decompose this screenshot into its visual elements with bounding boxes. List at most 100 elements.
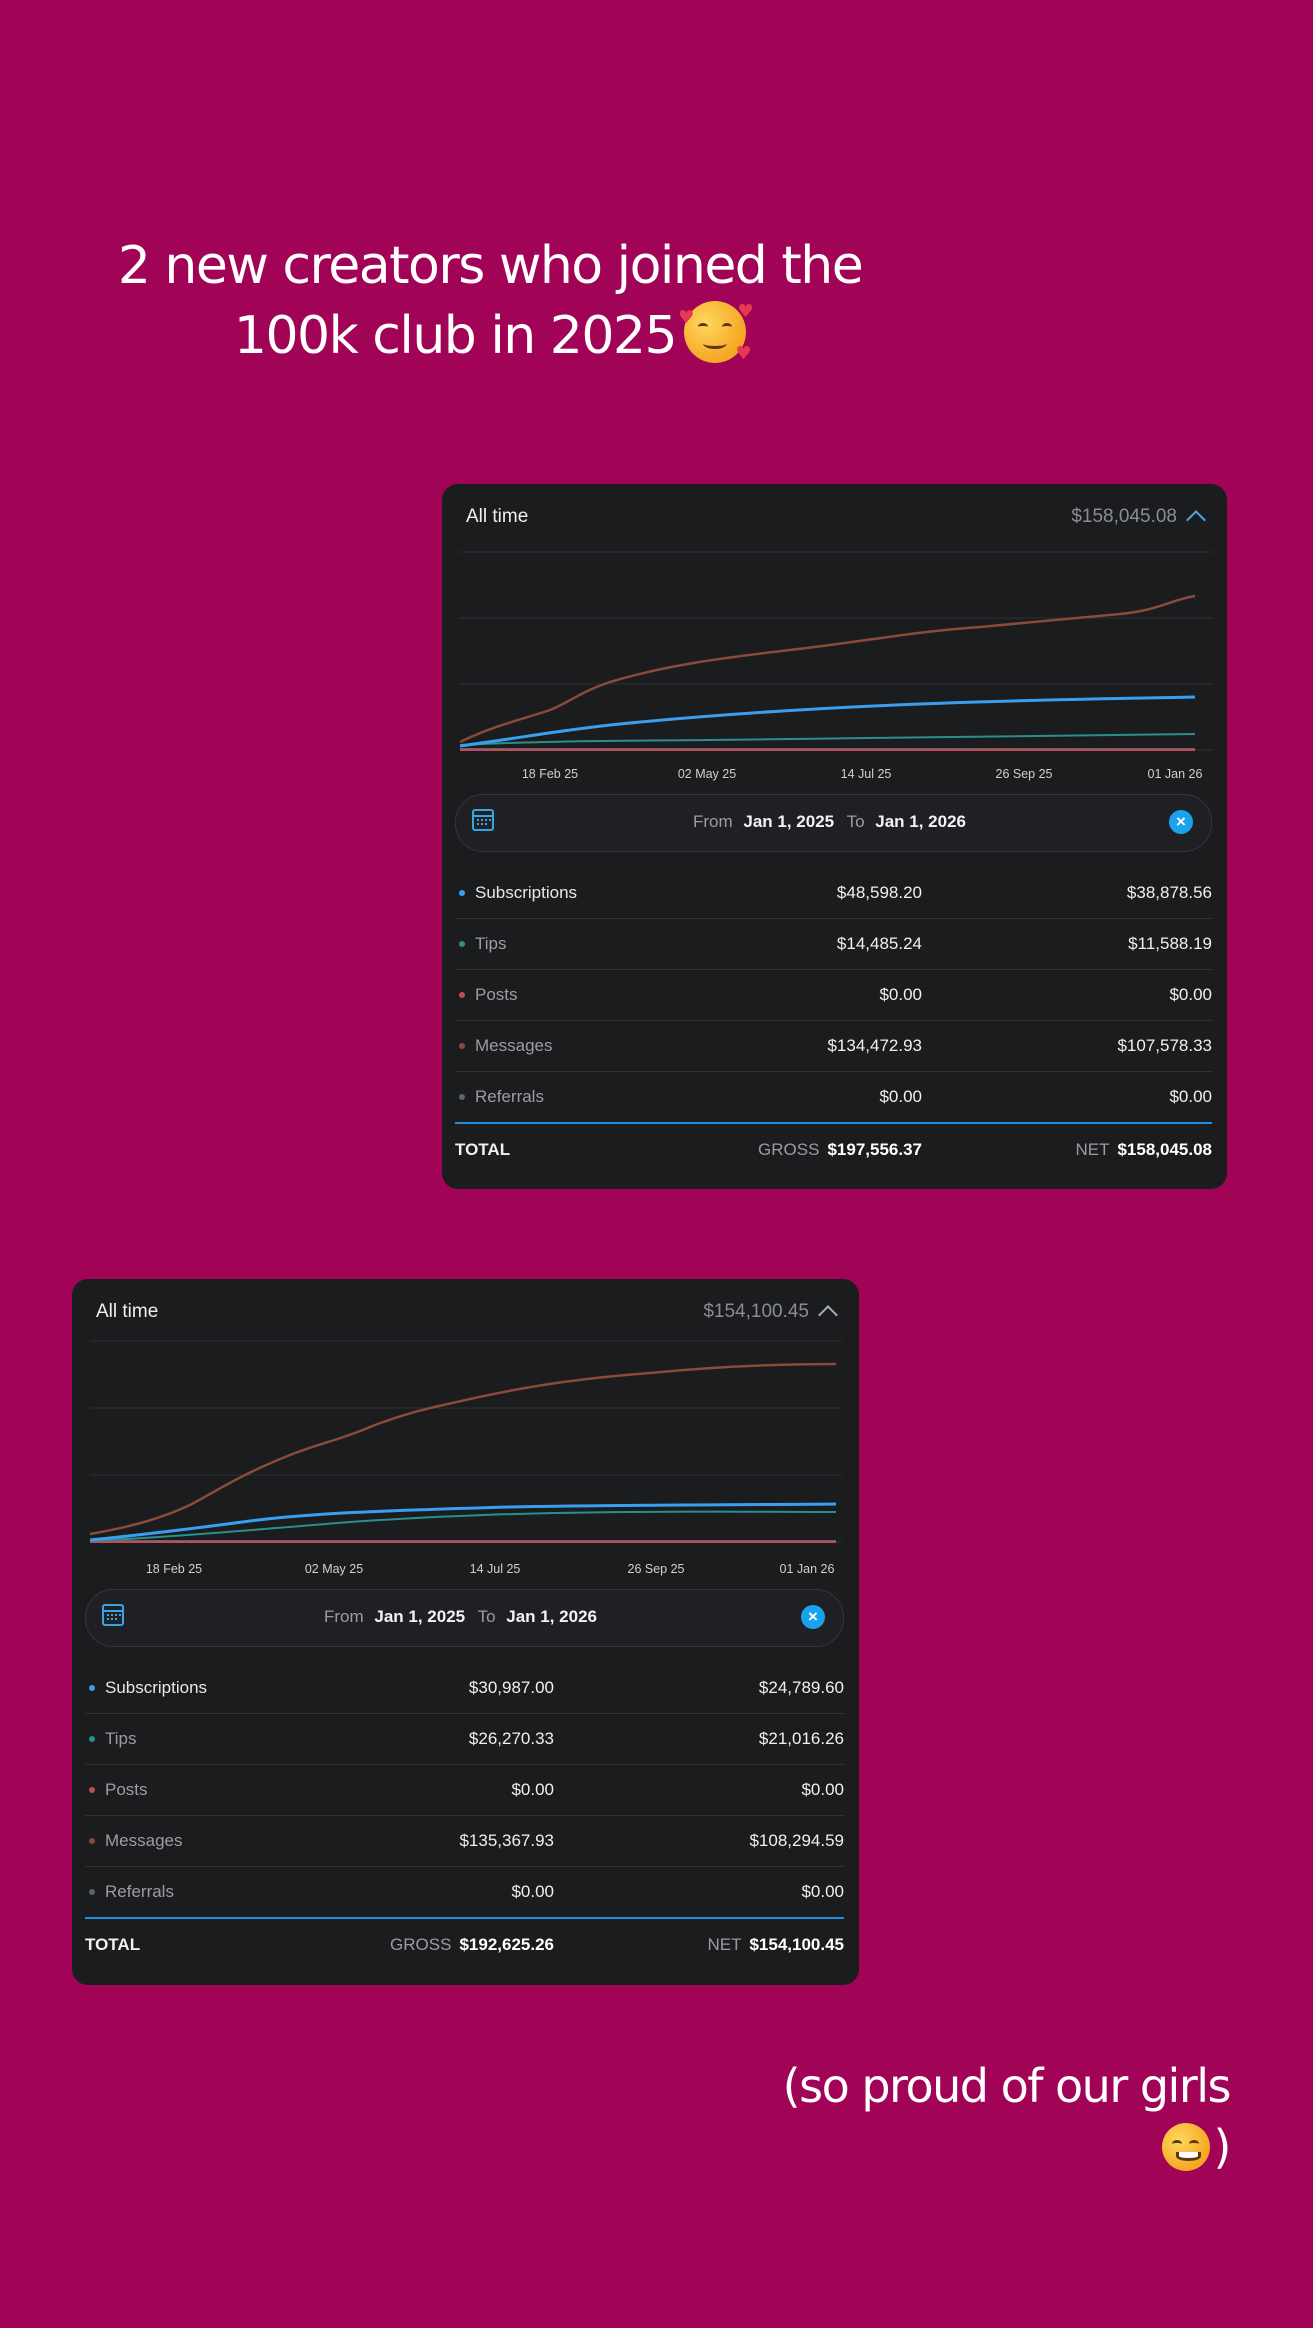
grinning-face-icon: [1161, 2122, 1210, 2171]
from-label: From: [692, 812, 733, 831]
table-row-messages[interactable]: Messages $134,472.93 $107,578.33: [455, 1021, 1212, 1072]
x-tick-label: 18 Feb 25: [146, 1562, 202, 1576]
subscriptions-dot: [459, 890, 465, 896]
posts-dot: [459, 992, 465, 998]
card-header[interactable]: All time $158,045.08: [466, 504, 1206, 536]
table-row-tips[interactable]: Tips $14,485.24 $11,588.19: [455, 919, 1212, 970]
to-date: Jan 1, 2026: [875, 812, 967, 831]
chevron-up-icon[interactable]: [1186, 510, 1206, 530]
series-tips-line: [90, 1510, 837, 1542]
series-subscriptions-line: [460, 695, 1196, 748]
total-net: NET $154,100.45: [707, 1935, 844, 1955]
total-gross: GROSS $197,556.37: [758, 1140, 922, 1160]
row-net: $107,578.33: [1117, 1036, 1212, 1055]
to-label: To: [846, 812, 865, 831]
total-label: TOTAL: [455, 1140, 511, 1159]
row-gross: $135,367.93: [459, 1831, 554, 1850]
posts-dot: [89, 1787, 95, 1793]
table-row-subscriptions[interactable]: Subscriptions $30,987.00 $24,789.60: [85, 1663, 844, 1714]
messages-dot: [459, 1043, 465, 1049]
row-gross: $14,485.24: [836, 934, 922, 953]
table-row-messages[interactable]: Messages $135,367.93 $108,294.59: [85, 1816, 844, 1867]
table-row-subscriptions[interactable]: Subscriptions $48,598.20 $38,878.56: [455, 868, 1212, 919]
calendar-icon[interactable]: [102, 1604, 124, 1626]
row-gross: $134,472.93: [827, 1036, 922, 1055]
row-net: $0.00: [801, 1882, 844, 1901]
chevron-up-icon[interactable]: [818, 1305, 838, 1325]
caption-bottom: (so proud of our girls): [760, 2056, 1232, 2177]
row-name: Subscriptions: [105, 1678, 208, 1697]
from-label: From: [323, 1607, 364, 1626]
table-row-referrals[interactable]: Referrals $0.00 $0.00: [455, 1072, 1212, 1123]
row-name: Referrals: [105, 1882, 174, 1901]
referrals-dot: [459, 1094, 465, 1100]
date-range-picker[interactable]: From Jan 1, 2025 To Jan 1, 2026 ×: [85, 1589, 844, 1647]
row-net: $0.00: [1169, 1087, 1212, 1106]
row-gross: $30,987.00: [468, 1678, 554, 1697]
x-tick-label: 26 Sep 25: [628, 1562, 685, 1576]
table-row-total: TOTAL GROSS $192,625.26 NET $154,100.45: [85, 1917, 844, 1967]
messages-dot: [89, 1838, 95, 1844]
series-messages-line: [90, 1362, 837, 1536]
from-date: Jan 1, 2025: [743, 812, 835, 831]
total-net: NET $158,045.08: [1075, 1140, 1212, 1160]
net-value: $158,045.08: [1117, 1140, 1212, 1159]
row-gross: $0.00: [879, 1087, 922, 1106]
row-gross: $0.00: [511, 1780, 554, 1799]
series-tips-line: [460, 733, 1196, 746]
smiling-face-with-hearts-icon: ♥ ♥ ♥: [678, 300, 754, 364]
tips-dot: [459, 941, 465, 947]
net-value: $154,100.45: [749, 1935, 844, 1954]
x-tick-label: 01 Jan 26: [1148, 767, 1203, 781]
gross-label: GROSS: [390, 1935, 452, 1954]
subscriptions-dot: [89, 1685, 95, 1691]
earnings-table: Subscriptions $48,598.20 $38,878.56 Tips…: [455, 868, 1212, 1172]
table-row-posts[interactable]: Posts $0.00 $0.00: [455, 970, 1212, 1021]
row-net: $11,588.19: [1128, 934, 1212, 953]
row-name: Referrals: [475, 1087, 544, 1106]
clear-range-icon[interactable]: ×: [1169, 810, 1193, 834]
row-net: $0.00: [1169, 985, 1212, 1004]
total-label: TOTAL: [85, 1935, 141, 1954]
row-gross: $0.00: [879, 985, 922, 1004]
row-name: Tips: [475, 934, 507, 953]
caption-bottom-text: (so proud of our girls: [782, 2059, 1232, 2113]
series-messages-line: [460, 594, 1196, 744]
row-gross: $26,270.33: [468, 1729, 554, 1748]
date-range-picker[interactable]: From Jan 1, 2025 To Jan 1, 2026 ×: [455, 794, 1212, 852]
x-axis-ticks: 18 Feb 25 02 May 25 14 Jul 25 26 Sep 25 …: [146, 1562, 835, 1576]
table-row-referrals[interactable]: Referrals $0.00 $0.00: [85, 1867, 844, 1918]
row-gross: $0.00: [511, 1882, 554, 1901]
date-range-text: From Jan 1, 2025 To Jan 1, 2026: [86, 1607, 843, 1627]
net-label: NET: [1075, 1140, 1110, 1159]
x-tick-label: 14 Jul 25: [841, 767, 892, 781]
date-range-text: From Jan 1, 2025 To Jan 1, 2026: [456, 812, 1211, 832]
to-label: To: [477, 1607, 496, 1626]
earnings-chart: 18 Feb 25 02 May 25 14 Jul 25 26 Sep 25 …: [90, 1340, 842, 1576]
row-net: $38,878.56: [1126, 883, 1212, 902]
table-row-total: TOTAL GROSS $197,556.37 NET $158,045.08: [455, 1122, 1212, 1172]
table-row-posts[interactable]: Posts $0.00 $0.00: [85, 1765, 844, 1816]
header-total: $158,045.08: [1071, 506, 1177, 527]
net-label: NET: [707, 1935, 742, 1954]
gross-value: $192,625.26: [459, 1935, 554, 1954]
to-date: Jan 1, 2026: [506, 1607, 598, 1626]
caption-bottom-paren: ): [1213, 2119, 1232, 2174]
from-date: Jan 1, 2025: [374, 1607, 466, 1626]
tips-dot: [89, 1736, 95, 1742]
earnings-card-1: All time $158,045.08 18 Feb 25 02 May 25…: [442, 484, 1227, 1189]
card-header[interactable]: All time $154,100.45: [96, 1299, 838, 1331]
x-tick-label: 02 May 25: [678, 767, 736, 781]
row-name: Posts: [105, 1780, 148, 1799]
row-name: Posts: [475, 985, 518, 1004]
table-row-tips[interactable]: Tips $26,270.33 $21,016.26: [85, 1714, 844, 1765]
clear-range-icon[interactable]: ×: [801, 1605, 825, 1629]
row-name: Tips: [105, 1729, 137, 1748]
calendar-icon[interactable]: [472, 809, 494, 831]
x-tick-label: 18 Feb 25: [522, 767, 578, 781]
caption-top-line2: 100k club in 2025: [233, 305, 678, 366]
x-tick-label: 26 Sep 25: [996, 767, 1053, 781]
earnings-chart: 18 Feb 25 02 May 25 14 Jul 25 26 Sep 25 …: [460, 551, 1212, 781]
earnings-table: Subscriptions $30,987.00 $24,789.60 Tips…: [85, 1663, 844, 1967]
header-total-wrap: $158,045.08: [1071, 506, 1206, 530]
